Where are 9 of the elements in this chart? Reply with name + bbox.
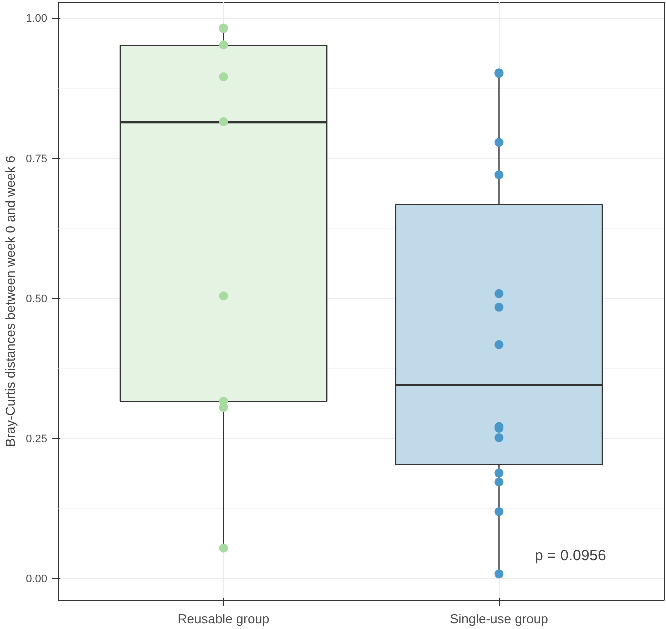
y-tick-label: 0.50: [26, 293, 48, 306]
annotation: p = 0.0956: [535, 548, 606, 565]
x-tick-label: Reusable group: [178, 612, 270, 626]
y-tick-label: 0.25: [26, 434, 48, 446]
y-tick-label: 1.00: [26, 13, 48, 26]
y-tick-label: 0.00: [26, 574, 48, 586]
y-tick-label: 0.75: [26, 153, 48, 166]
x-tick-label: Single-use group: [450, 612, 548, 626]
y-axis-title: Bray-Curtis distances between week 0 and week 6: [3, 156, 18, 448]
